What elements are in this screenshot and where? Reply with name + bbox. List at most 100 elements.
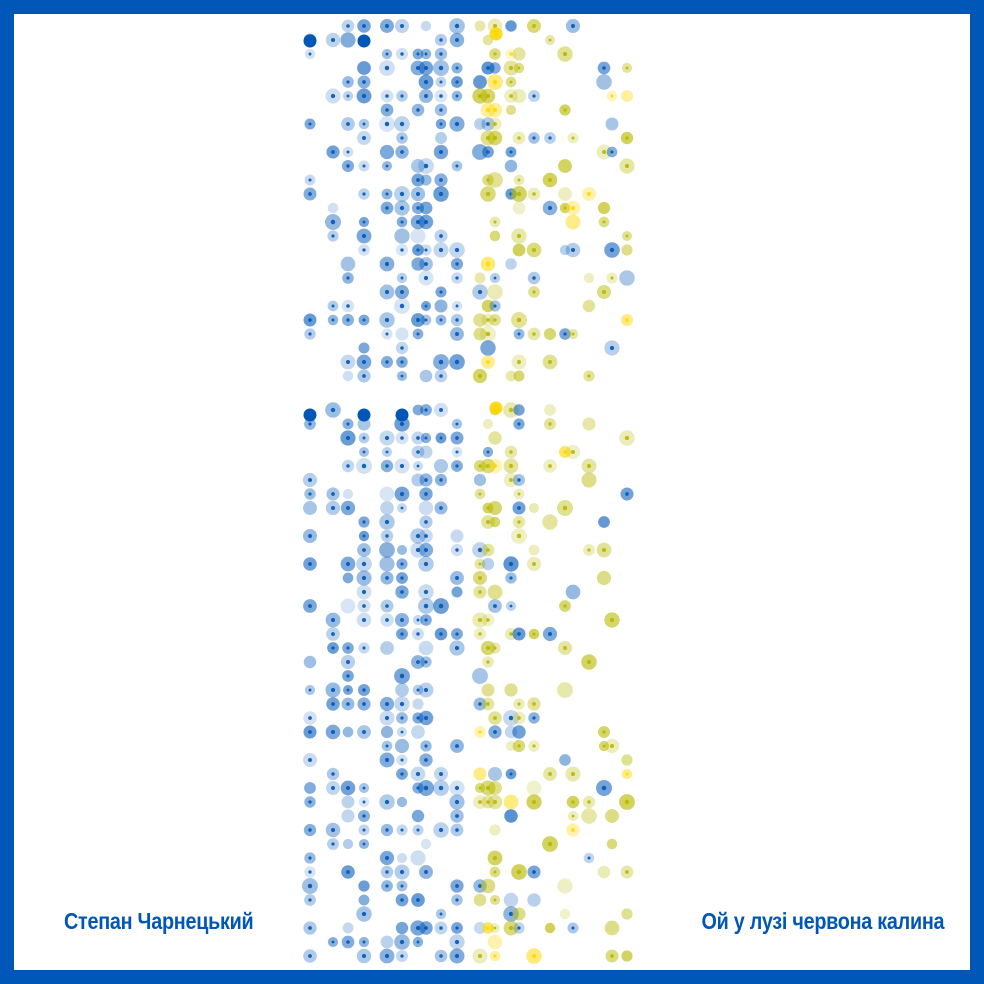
note-dot-core [455,94,459,98]
note-dot-core [439,290,443,294]
note-dot-core [609,617,615,623]
note-dot-core [400,346,404,350]
note-dot-core [346,318,350,322]
note-dot-core [532,94,536,98]
note-dot-core [384,799,390,805]
note-dot [581,808,597,824]
note-dot-core [454,785,460,791]
note-dot-core [532,702,536,706]
note-dot-core [492,107,498,113]
note-dot [341,795,355,809]
note-dot-core [345,505,351,511]
note-dot-core [416,464,420,468]
note-dot-core [331,304,335,308]
note-dot-core [455,332,459,336]
note-dot-core [346,688,350,692]
note-dot-core [362,520,366,524]
note-dot-core [346,660,350,664]
note-dot-core [516,533,522,539]
note-dot-core [416,248,420,252]
note-dot-core [416,52,420,56]
note-dot-core [455,926,459,930]
note-dot-core [362,192,366,196]
note-dot-core [400,828,404,832]
note-dot [544,922,556,934]
note-dot-core [532,632,536,636]
note-dot [450,529,464,543]
note-dot-core [531,247,537,253]
note-dot-core [478,632,482,636]
note-dot [512,201,526,215]
note-dot-core [385,702,389,706]
note-dot [619,270,635,286]
note-dot-core [424,408,428,412]
note-dot-core [493,926,497,930]
note-dot [528,544,540,556]
note-dot-core [601,547,607,553]
note-dot-core [308,604,312,608]
note-dot-core [609,247,615,253]
note-dot-core [438,603,444,609]
note-dot-core [509,80,513,84]
note-dot-core [508,561,514,567]
note-dot-core [455,814,459,818]
note-dot-core [494,32,498,36]
note-dot [357,61,371,75]
note-dot-core [532,562,536,566]
note-dot-core [361,561,367,567]
note-dot-core [362,786,366,790]
note-dot-core [400,506,404,510]
note-dot-core [346,422,350,426]
note-dot [606,838,618,850]
note-dot [581,472,597,488]
note-dot [487,172,503,188]
note-dot [395,327,409,341]
note-dot-core [455,304,459,308]
note-dot-core [477,373,483,379]
note-dot [420,174,432,186]
note-dot-core [548,422,552,426]
note-dot-core [454,23,460,29]
note-dot-core [548,772,552,776]
note-dot [621,754,633,766]
note-dot [342,922,354,934]
note-dot-core [517,506,521,510]
note-dot-core [532,192,536,196]
note-dot [511,88,527,104]
note-dot-core [439,38,443,42]
note-dot-core [423,163,429,169]
note-dot-core [571,814,575,818]
note-dot-core [400,276,404,280]
note-dot-core [424,926,428,930]
note-dot-core [455,450,459,454]
note-dot-core [486,800,490,804]
note-dot-core [586,463,592,469]
note-dot-core [517,478,521,482]
note-dot-core [400,248,404,252]
note-dot-core [415,533,421,539]
note-dot [512,907,526,921]
note-dot-core [331,702,335,706]
note-dot-core [509,450,513,454]
note-dot [434,299,448,313]
note-dot [303,501,317,515]
note-dot [340,256,356,272]
note-dot-core [308,926,312,930]
note-dot-core [439,80,443,84]
note-dot [596,570,612,586]
note-dot-core [416,108,420,112]
note-dot-core [308,122,312,126]
note-dot-core [625,136,629,140]
note-dot-core [424,660,428,664]
note-dot-core [308,478,312,482]
note-dot-core [362,702,366,706]
note-dot-core [331,842,335,846]
note-dot-core [361,617,367,623]
note-dot-core [532,136,536,140]
note-dot [358,894,370,906]
note-dot-core [384,121,390,127]
note-dot-core [508,715,514,721]
note-dot [489,824,501,836]
note-dot-core [331,492,335,496]
note-dot [605,809,619,823]
